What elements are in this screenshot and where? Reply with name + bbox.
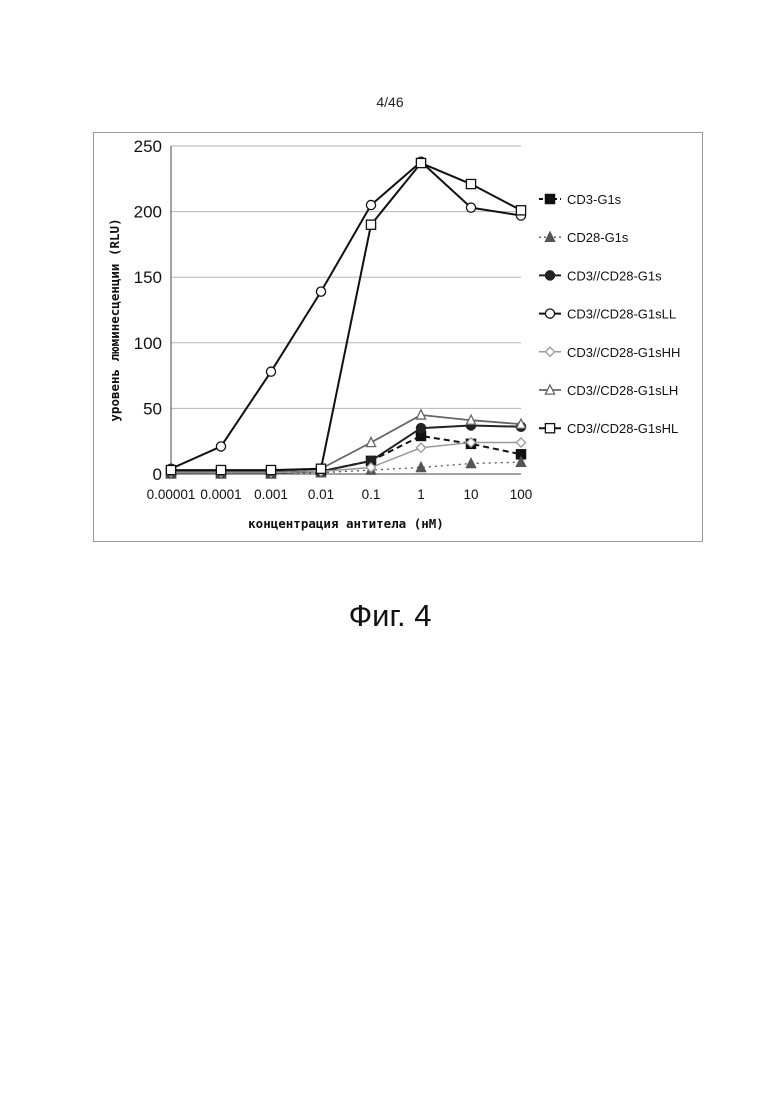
luminescence-line-chart: 0 50 100 150 200 250 0.00001 0.0001 0.001 0.01 0.1…	[94, 133, 704, 543]
data-point	[366, 200, 375, 209]
legend-label: CD3//CD28-G1sLH	[567, 383, 678, 398]
y-tick-label: 250	[134, 137, 162, 156]
x-tick-label: 1	[417, 487, 425, 502]
data-point	[466, 203, 475, 212]
y-tick-label: 0	[153, 465, 162, 484]
series-lines	[166, 157, 525, 478]
data-point	[466, 458, 475, 467]
legend-item: CD3//CD28-G1sHL	[539, 421, 678, 436]
x-tick-label: 100	[510, 487, 533, 502]
data-point	[366, 220, 375, 229]
data-point	[516, 206, 525, 215]
legend-swatch-marker	[545, 309, 554, 318]
data-point	[416, 443, 425, 452]
legend-item: CD3//CD28-G1s	[539, 268, 662, 283]
data-point	[416, 423, 425, 432]
legend-item: CD3//CD28-G1sLH	[539, 383, 678, 398]
x-tick-label: 0.01	[308, 487, 334, 502]
data-point	[416, 158, 425, 167]
legend-label: CD28-G1s	[567, 230, 629, 245]
page-number: 4/46	[0, 94, 780, 110]
data-point	[516, 438, 525, 447]
data-point	[216, 465, 225, 474]
y-tick-label: 200	[134, 203, 162, 222]
data-point	[366, 437, 375, 446]
x-axis-title: концентрация антитела (нМ)	[248, 516, 444, 531]
legend-item: CD3//CD28-G1sHH	[539, 345, 680, 360]
legend-swatch-marker	[545, 424, 554, 433]
x-tick-label: 0.0001	[200, 487, 241, 502]
legend-swatch-marker	[545, 271, 554, 280]
y-tick-label: 150	[134, 268, 162, 287]
legend-label: CD3//CD28-G1s	[567, 268, 662, 283]
legend-item: CD3-G1s	[539, 192, 622, 207]
legend-swatch-marker	[545, 194, 554, 203]
data-point	[316, 464, 325, 473]
legend-label: CD3//CD28-G1sLL	[567, 307, 676, 322]
data-point	[316, 287, 325, 296]
x-tick-label: 0.00001	[147, 487, 196, 502]
x-tick-label: 0.1	[362, 487, 381, 502]
legend-item: CD28-G1s	[539, 230, 629, 245]
legend-swatch-marker	[545, 232, 554, 241]
chart-frame: 0 50 100 150 200 250 0.00001 0.0001 0.001 0.01 0.1…	[93, 132, 703, 542]
x-tick-label: 0.001	[254, 487, 288, 502]
legend-label: CD3//CD28-G1sHL	[567, 421, 678, 436]
x-tick-label: 10	[463, 487, 478, 502]
data-point	[216, 442, 225, 451]
data-point	[466, 179, 475, 188]
data-point	[266, 465, 275, 474]
legend-label: CD3-G1s	[567, 192, 622, 207]
y-tick-label: 100	[134, 334, 162, 353]
y-axis-title: уровень люминесценции (RLU)	[107, 218, 122, 421]
legend-swatch-marker	[545, 347, 554, 356]
data-point	[166, 465, 175, 474]
legend-item: CD3//CD28-G1sLL	[539, 307, 676, 322]
data-point	[266, 367, 275, 376]
legend: CD3-G1s CD28-G1s CD3//CD28-G1s CD3//CD28-G1…	[539, 192, 680, 436]
y-tick-label: 50	[143, 399, 162, 418]
figure-caption: Фиг. 4	[0, 598, 780, 634]
legend-label: CD3//CD28-G1sHH	[567, 345, 680, 360]
